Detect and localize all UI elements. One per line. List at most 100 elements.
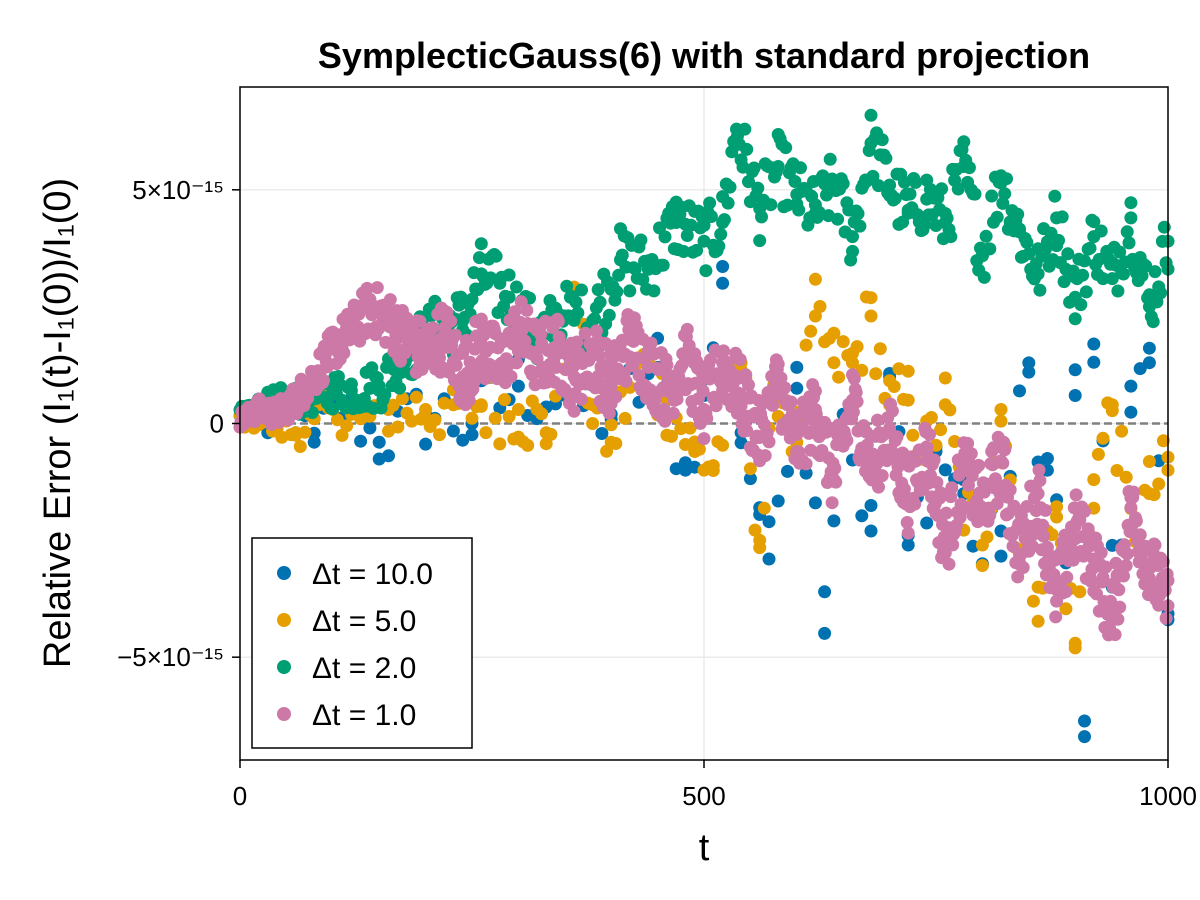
data-point (289, 426, 303, 440)
data-point (864, 459, 878, 473)
data-point (508, 305, 522, 319)
data-point (1031, 614, 1045, 628)
data-point (762, 552, 776, 566)
data-point (1060, 570, 1074, 584)
data-point (449, 358, 463, 372)
data-point (1033, 283, 1047, 297)
data-point (1142, 356, 1156, 370)
legend-entry: Δt = 10.0 (312, 558, 433, 591)
data-point (1096, 571, 1110, 584)
data-point (747, 161, 761, 175)
data-point (699, 264, 713, 278)
data-point (1124, 501, 1138, 515)
data-point (771, 160, 785, 173)
data-point (539, 426, 553, 440)
data-point (1068, 363, 1082, 377)
data-point (1032, 463, 1046, 477)
data-point (1111, 284, 1125, 298)
data-point (717, 344, 730, 358)
data-point (1139, 259, 1153, 273)
data-point (723, 180, 737, 194)
data-point (961, 436, 975, 450)
data-point (703, 196, 717, 210)
data-point (901, 206, 915, 220)
data-point (1142, 455, 1156, 468)
data-point (909, 454, 923, 468)
data-point (883, 178, 897, 192)
data-point (994, 169, 1008, 183)
data-point (875, 469, 889, 483)
data-point (901, 491, 915, 505)
data-point (1013, 384, 1026, 398)
data-point (419, 437, 433, 451)
data-point (808, 272, 822, 286)
y-tick-label: −5×10⁻¹⁵ (117, 642, 224, 672)
data-points (233, 108, 1175, 744)
data-point (575, 283, 588, 297)
data-point (363, 421, 377, 435)
data-point (790, 360, 804, 374)
data-point (743, 472, 757, 486)
data-point (743, 462, 757, 476)
data-point (920, 516, 934, 530)
data-point (1050, 510, 1064, 524)
data-point (634, 233, 648, 247)
data-point (535, 407, 549, 421)
data-point (779, 141, 793, 155)
legend: Δt = 10.0 Δt = 5.0 Δt = 2.0 Δt = 1.0 (251, 537, 473, 749)
data-point (864, 108, 878, 122)
data-point (906, 428, 920, 442)
data-point (465, 411, 479, 425)
data-point (831, 212, 845, 226)
data-point (1087, 473, 1101, 487)
data-point (1154, 286, 1168, 300)
data-point (716, 438, 730, 452)
data-point (666, 406, 680, 420)
data-point (930, 476, 944, 489)
data-point (938, 463, 952, 477)
data-point (900, 516, 914, 529)
data-point (1119, 559, 1133, 573)
data-point (994, 549, 1008, 563)
data-point (658, 414, 672, 428)
data-point (1159, 611, 1173, 625)
data-point (1120, 225, 1134, 239)
data-point (270, 407, 284, 421)
data-point (521, 438, 535, 452)
data-point (1112, 583, 1126, 597)
data-point (1087, 337, 1101, 351)
data-point (479, 426, 493, 440)
data-point (721, 196, 735, 210)
data-point (740, 142, 754, 156)
data-point (998, 443, 1012, 457)
data-point (1026, 594, 1040, 608)
data-point (1124, 405, 1138, 419)
data-point (828, 461, 842, 475)
data-point (393, 381, 407, 395)
data-point (372, 435, 386, 449)
data-point (660, 358, 674, 372)
data-point (864, 136, 878, 150)
data-point (647, 284, 661, 298)
data-point (1135, 269, 1149, 283)
data-point (1117, 267, 1130, 281)
data-point (704, 353, 717, 367)
data-point (602, 308, 616, 322)
data-point (1022, 365, 1036, 379)
data-point (784, 395, 798, 409)
data-point (977, 270, 991, 284)
data-point (502, 290, 516, 304)
data-point (1156, 434, 1170, 448)
data-point (938, 398, 952, 412)
data-point (855, 509, 869, 523)
data-point (975, 248, 989, 262)
data-point (799, 466, 813, 480)
data-point (511, 379, 525, 393)
data-point (1011, 570, 1025, 584)
data-point (1096, 272, 1110, 286)
data-point (823, 152, 837, 166)
data-point (716, 276, 730, 290)
data-point (1129, 514, 1143, 528)
data-point (511, 323, 525, 337)
data-point (660, 384, 674, 398)
